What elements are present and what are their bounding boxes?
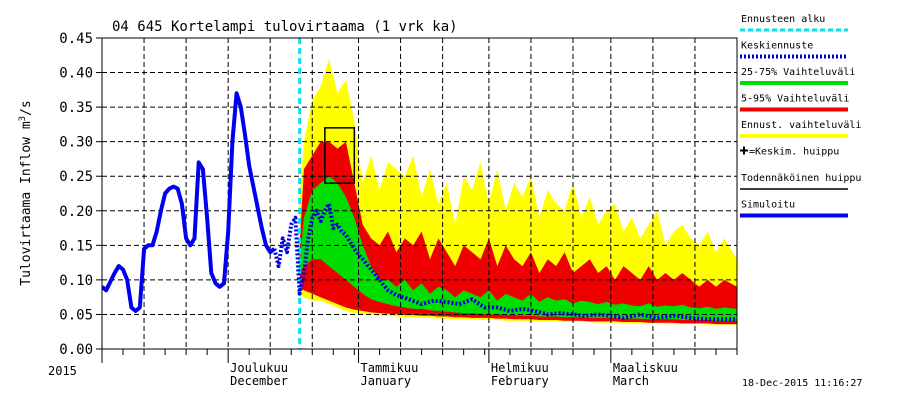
x-month-label-fi-2: Helmikuu: [491, 361, 549, 375]
y-tick-label-6: 0.30: [59, 135, 93, 151]
legend: Ennusteen alku Keskiennuste 25-75% Vaihtel…: [740, 14, 861, 218]
timestamp: 18-Dec-2015 11:16:27: [742, 378, 862, 389]
y-tick-label-4: 0.20: [59, 204, 93, 220]
legend-label-4: Ennust. vaihteluväli: [741, 120, 861, 131]
y-axis-label-tail: /s: [19, 100, 34, 116]
series-line-0: [102, 91, 276, 313]
y-tick-label-0: 0.00: [59, 342, 93, 358]
legend-label-1: Keskiennuste: [741, 41, 813, 52]
legend-label-0: Ennusteen alku: [741, 14, 825, 25]
year-label: 2015: [48, 364, 77, 378]
y-tick-label-2: 0.10: [59, 273, 93, 289]
series-line-1: [272, 201, 737, 322]
y-axis-label-main: Tulovirtaama Inflow m: [19, 121, 34, 286]
x-month-label-en-2: February: [491, 374, 549, 388]
chart-title: 04 645 Kortelampi tulovirtaama (1 vrk ka…: [112, 19, 458, 35]
x-month-label-en-3: March: [613, 374, 649, 388]
y-tick-label-1: 0.05: [59, 307, 93, 323]
y-tick-label-8: 0.40: [59, 66, 93, 82]
legend-label-3: 5-95% Vaihteluväli: [741, 94, 849, 105]
x-month-label-en-1: January: [361, 374, 412, 388]
band-1: [299, 141, 737, 325]
x-month-label-fi-3: Maaliskuu: [613, 361, 678, 375]
plot-frame: [101, 37, 738, 350]
legend-label-5: =Keskim. huippu: [749, 147, 839, 158]
y-tick-label-5: 0.25: [59, 169, 93, 185]
y-tick-label-3: 0.15: [59, 238, 93, 254]
axes: 0.00 0.05 0.10 0.15 0.20 0.25 0.30 0.35 0.40 0.45…: [59, 31, 738, 388]
legend-label-2: 25-75% Vaihteluväli: [741, 67, 855, 78]
y-axis-label: Tulovirtaama Inflow m3/s: [18, 100, 34, 285]
series-lines: [102, 38, 737, 349]
peak-box: [324, 127, 356, 184]
y-tick-label-7: 0.35: [59, 100, 93, 116]
y-axis-label-sup: 3: [18, 116, 28, 121]
legend-label-7: Simuloitu: [741, 200, 795, 211]
x-month-label-en-0: December: [230, 374, 288, 388]
legend-label-6: Todennäköinen huippu: [741, 173, 861, 184]
x-month-label-fi-1: Tammikuu: [361, 361, 419, 375]
forecast-bands: [299, 58, 737, 325]
x-month-label-fi-0: Joulukuu: [230, 361, 288, 375]
y-tick-label-9: 0.45: [59, 31, 93, 47]
